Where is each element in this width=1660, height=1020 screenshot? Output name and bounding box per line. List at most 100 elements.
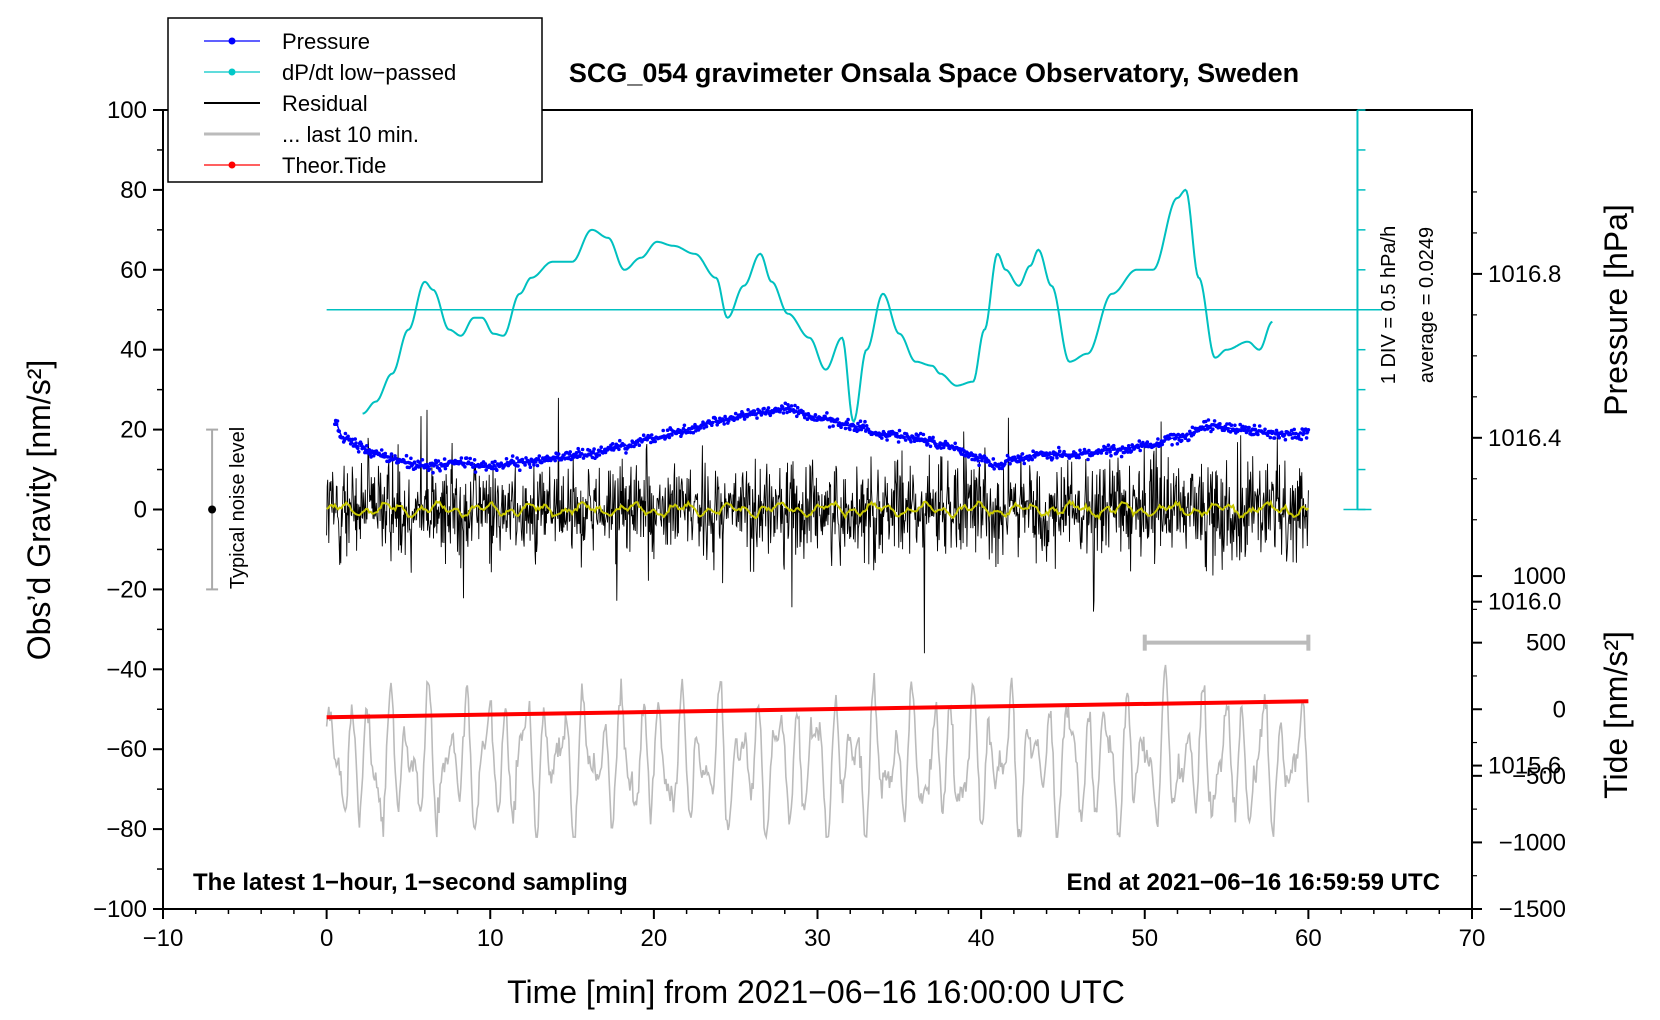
pressure-point [746, 408, 750, 412]
pressure-point [1136, 445, 1141, 450]
pressure-point [1057, 445, 1061, 450]
pressure-point [857, 424, 862, 429]
pressure-point [1238, 422, 1242, 427]
pressure-point [610, 442, 615, 446]
pressure-point [1172, 432, 1176, 437]
pressure-point [552, 455, 557, 460]
pressure-point [1050, 456, 1055, 461]
pressure-point [462, 461, 466, 466]
pressure-point [909, 439, 913, 444]
pressure-point [977, 463, 981, 468]
tide-tick-label: 0 [1553, 696, 1566, 723]
x-tick-label: 70 [1459, 925, 1486, 952]
pressure-point [540, 460, 544, 465]
legend-item: Residual [204, 91, 368, 116]
pressure-point [364, 448, 368, 453]
pressure-point [1008, 461, 1012, 466]
pressure-point [495, 468, 499, 473]
pressure-point [1156, 437, 1160, 441]
pressure-point [1263, 427, 1267, 432]
pressure-point [772, 410, 776, 414]
pressure-point [438, 468, 442, 473]
pressure-point [752, 409, 757, 413]
residual-series [326, 397, 1309, 654]
pressure-point [755, 416, 759, 420]
pressure-point [789, 404, 794, 408]
pressure-point [975, 455, 980, 460]
pressure-point [1138, 448, 1142, 453]
pressure-point [523, 463, 527, 467]
pressure-point [980, 458, 984, 463]
pressure-point [464, 456, 469, 460]
y-tick-label: −20 [106, 576, 147, 603]
pressure-point [629, 444, 634, 449]
pressure-point [1180, 438, 1184, 443]
pressure-point [766, 406, 771, 410]
pressure-series [333, 401, 1311, 475]
pressure-point [459, 456, 464, 460]
pressure-point [1170, 443, 1174, 447]
pressure-point [364, 444, 369, 448]
pressure-point [854, 426, 858, 431]
pressure-point [653, 439, 657, 444]
pressure-point [443, 466, 448, 471]
pressure-point [990, 464, 995, 469]
pressure-point [926, 442, 930, 446]
pressure-point [637, 443, 642, 448]
pressure-point [1143, 444, 1148, 449]
pressure-point [698, 426, 703, 430]
pressure-point [597, 453, 602, 457]
pressure-point [1120, 445, 1125, 449]
pressure-point [921, 432, 926, 437]
tide-tick-label: −500 [1512, 763, 1566, 790]
pressure-point [1125, 447, 1129, 451]
pressure-point [1022, 461, 1027, 466]
x-tick-label: 10 [477, 925, 504, 952]
pressure-point [843, 426, 848, 431]
pressure-point [649, 433, 654, 437]
pressure-line [334, 408, 1309, 468]
pressure-point [1299, 437, 1304, 442]
pressure-point [976, 459, 980, 463]
pressure-point [341, 435, 345, 440]
pressure-point [353, 437, 358, 441]
pressure-point [795, 414, 799, 419]
tide-tick-label: 500 [1526, 630, 1566, 657]
pressure-point [1296, 434, 1301, 438]
pressure-point [1247, 425, 1251, 430]
pressure-point [580, 447, 585, 452]
y-tick-label: 80 [120, 177, 147, 204]
legend-label: Residual [282, 91, 368, 116]
pressure-point [999, 461, 1004, 466]
pressure-point [641, 433, 646, 438]
pressure-point [1003, 462, 1007, 466]
pressure-point [704, 424, 709, 429]
pressure-point [735, 416, 740, 421]
pressure-point [575, 455, 580, 460]
pressure-point [1225, 422, 1229, 426]
pressure-point [710, 423, 714, 428]
pressure-point [425, 464, 430, 469]
pressure-point [866, 427, 871, 432]
pressure-point [1082, 447, 1087, 452]
pressure-point [1137, 439, 1142, 443]
pressure-point [1203, 419, 1208, 424]
pressure-point [1203, 427, 1207, 432]
pressure-point [431, 470, 435, 475]
annotation-bottom-left: The latest 1−hour, 1−second sampling [193, 869, 628, 896]
pressure-point [806, 412, 811, 416]
noise-bar-center [208, 505, 217, 514]
pressure-point [574, 451, 579, 455]
pressure-point [1167, 436, 1172, 441]
pressure-point [553, 458, 557, 463]
pressure-point [491, 466, 496, 471]
legend-box [167, 17, 543, 183]
pressure-tick-label: 1016.4 [1488, 425, 1561, 452]
pressure-point [1119, 454, 1124, 459]
smoothed-residual-series [326, 499, 1310, 521]
pressure-point [1292, 427, 1296, 432]
legend-items: Pressure dP/dt low−passed Residual ... last… [204, 29, 456, 178]
pressure-point [367, 448, 372, 452]
pressure-point [992, 467, 996, 471]
pressure-point [863, 419, 867, 424]
